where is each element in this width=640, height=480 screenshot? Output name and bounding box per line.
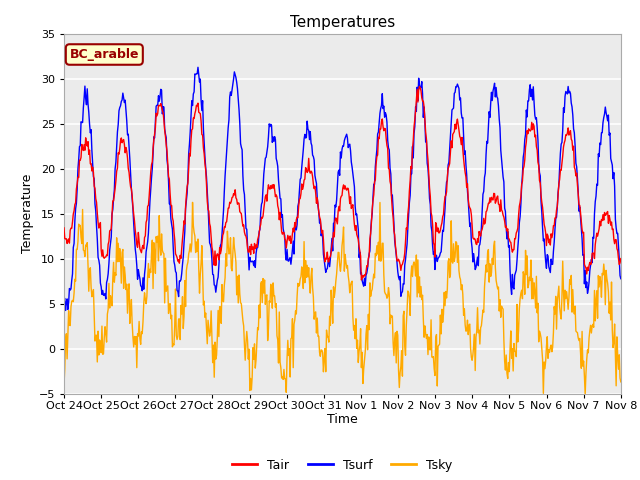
Tair (358, 277, 365, 283)
Tsurf (128, 195, 136, 201)
Tair (184, 180, 192, 186)
Tsky (581, 391, 589, 397)
Title: Temperatures: Temperatures (290, 15, 395, 30)
Tsky (411, 263, 419, 268)
Text: BC_arable: BC_arable (70, 48, 139, 61)
X-axis label: Time: Time (327, 413, 358, 426)
Tsurf (194, 64, 202, 70)
Tair (127, 186, 135, 192)
Tsurf (412, 104, 419, 109)
Tsky (60, 382, 68, 388)
Tsurf (215, 263, 223, 268)
Tair (214, 251, 221, 257)
Tsky (617, 379, 625, 385)
Tair (60, 225, 68, 231)
Tsky (428, 317, 435, 323)
Tsky (184, 259, 192, 265)
Line: Tsky: Tsky (64, 203, 621, 394)
Tsurf (428, 228, 436, 234)
Tsurf (185, 151, 193, 157)
Tsky (189, 200, 196, 205)
Line: Tsurf: Tsurf (64, 67, 621, 311)
Tsky (70, 290, 78, 296)
Tsurf (71, 218, 79, 224)
Tair (617, 256, 625, 262)
Tsky (214, 308, 222, 313)
Tair (411, 117, 419, 122)
Tsurf (617, 276, 625, 282)
Line: Tair: Tair (64, 86, 621, 280)
Tair (70, 208, 78, 214)
Tsurf (61, 308, 69, 313)
Tair (428, 213, 436, 219)
Legend: Tair, Tsurf, Tsky: Tair, Tsurf, Tsky (227, 454, 458, 477)
Y-axis label: Temperature: Temperature (21, 174, 35, 253)
Tsurf (60, 297, 68, 303)
Tsky (127, 297, 135, 302)
Tair (415, 84, 423, 89)
